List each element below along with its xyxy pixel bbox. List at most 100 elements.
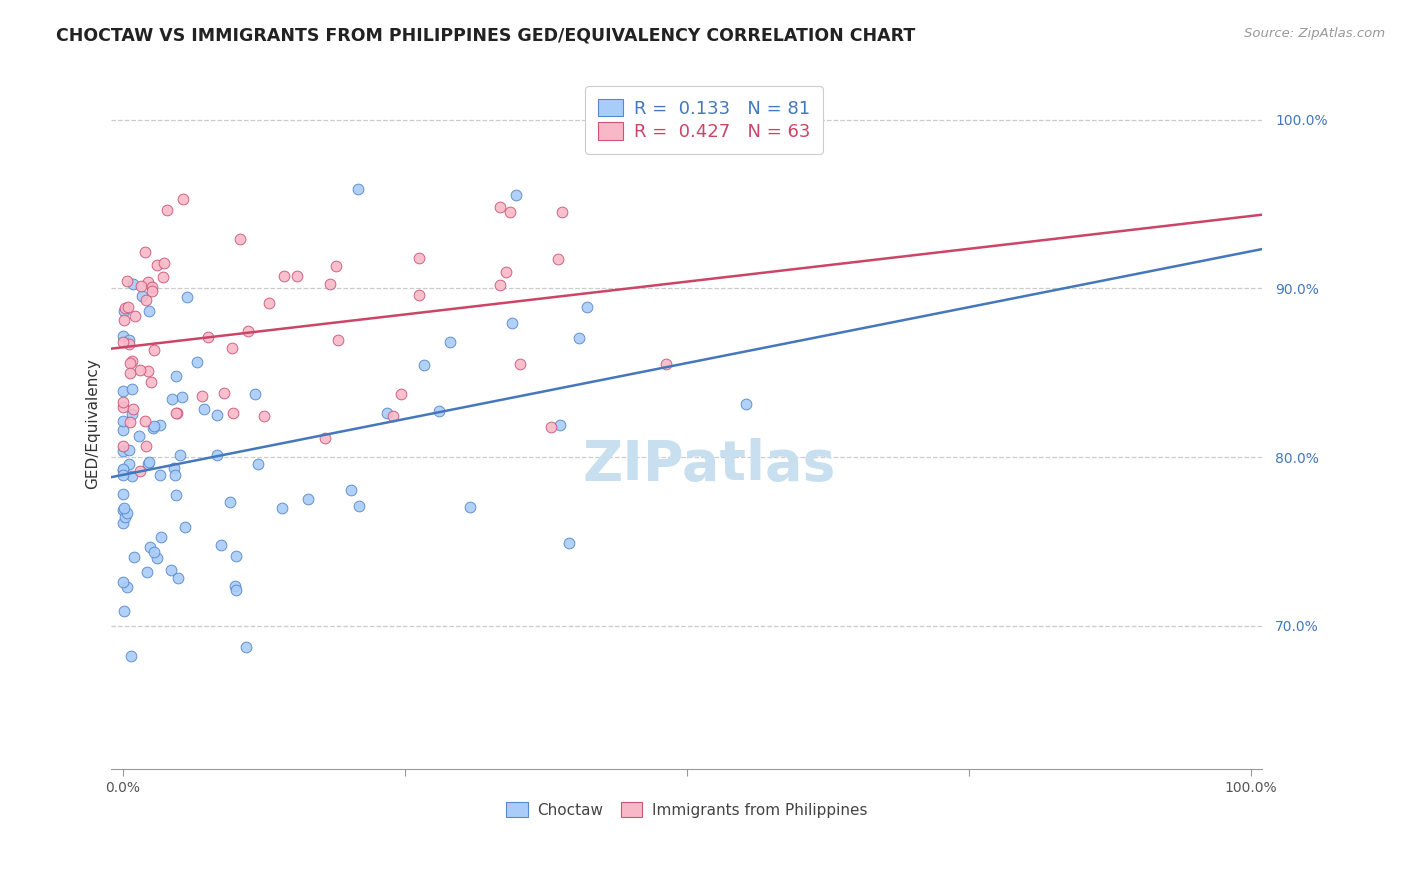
Point (111, 439, 134, 453)
Point (235, 640, 257, 654)
Point (134, 414, 156, 428)
Point (121, 382, 143, 396)
Point (112, 463, 135, 477)
Point (129, 278, 152, 293)
Point (128, 463, 150, 477)
Point (550, 418, 572, 433)
Point (427, 403, 450, 417)
Point (139, 541, 162, 555)
Point (209, 538, 232, 552)
Point (153, 255, 176, 269)
Point (118, 458, 141, 472)
Point (136, 565, 159, 579)
Point (112, 575, 135, 590)
Point (540, 419, 562, 434)
Point (205, 409, 228, 423)
Point (166, 571, 188, 585)
Point (224, 579, 246, 593)
Point (325, 259, 347, 273)
Point (131, 289, 153, 303)
Point (165, 368, 187, 383)
Text: Source: ZipAtlas.com: Source: ZipAtlas.com (1244, 27, 1385, 40)
Point (207, 448, 229, 462)
Point (135, 439, 157, 453)
Legend: Choctaw, Immigrants from Philippines: Choctaw, Immigrants from Philippines (501, 797, 873, 824)
Y-axis label: GED/Equivalency: GED/Equivalency (86, 358, 100, 489)
Point (111, 400, 134, 414)
Point (162, 461, 184, 475)
Point (174, 520, 197, 534)
Point (389, 387, 412, 401)
Point (128, 429, 150, 443)
Point (149, 468, 172, 483)
Point (509, 357, 531, 371)
Point (172, 192, 194, 206)
Point (114, 301, 136, 315)
Text: ZIPatlas: ZIPatlas (583, 438, 837, 491)
Point (505, 187, 527, 202)
Point (212, 386, 235, 401)
Point (136, 457, 159, 471)
Point (328, 333, 350, 347)
Point (121, 468, 143, 483)
Point (551, 205, 574, 219)
Point (347, 499, 370, 513)
Point (165, 406, 187, 420)
Point (117, 300, 139, 314)
Point (314, 431, 336, 445)
Point (118, 336, 141, 351)
Point (160, 392, 183, 406)
Point (141, 284, 163, 298)
Point (273, 269, 295, 284)
Point (117, 274, 139, 288)
Point (489, 278, 512, 293)
Point (568, 331, 591, 345)
Point (190, 389, 212, 403)
Point (118, 443, 141, 458)
Point (118, 415, 141, 429)
Point (439, 335, 461, 350)
Point (111, 503, 134, 517)
Point (488, 200, 510, 214)
Point (186, 354, 208, 368)
Point (228, 232, 250, 246)
Point (222, 406, 245, 420)
Point (347, 181, 370, 195)
Point (156, 202, 179, 217)
Point (141, 280, 163, 294)
Point (138, 455, 160, 469)
Point (142, 419, 165, 434)
Point (142, 421, 165, 435)
Point (112, 462, 135, 476)
Point (166, 406, 188, 420)
Point (169, 448, 191, 462)
Point (122, 549, 145, 564)
Point (176, 290, 198, 304)
Point (111, 443, 134, 458)
Point (253, 409, 276, 424)
Point (112, 304, 135, 318)
Point (557, 536, 579, 550)
Point (297, 491, 319, 506)
Point (247, 457, 270, 471)
Point (121, 354, 143, 368)
Text: CHOCTAW VS IMMIGRANTS FROM PHILIPPINES GED/EQUIVALENCY CORRELATION CHART: CHOCTAW VS IMMIGRANTS FROM PHILIPPINES G… (56, 27, 915, 45)
Point (285, 268, 308, 283)
Point (112, 313, 135, 327)
Point (136, 364, 159, 378)
Point (115, 580, 138, 594)
Point (221, 341, 243, 355)
Point (149, 418, 172, 433)
Point (654, 357, 676, 371)
Point (118, 356, 141, 370)
Point (375, 406, 398, 420)
Point (408, 252, 430, 266)
Point (111, 384, 134, 398)
Point (165, 488, 187, 502)
Point (160, 563, 183, 577)
Point (139, 375, 162, 389)
Point (193, 402, 215, 417)
Point (170, 390, 193, 404)
Point (547, 252, 569, 266)
Point (146, 258, 169, 272)
